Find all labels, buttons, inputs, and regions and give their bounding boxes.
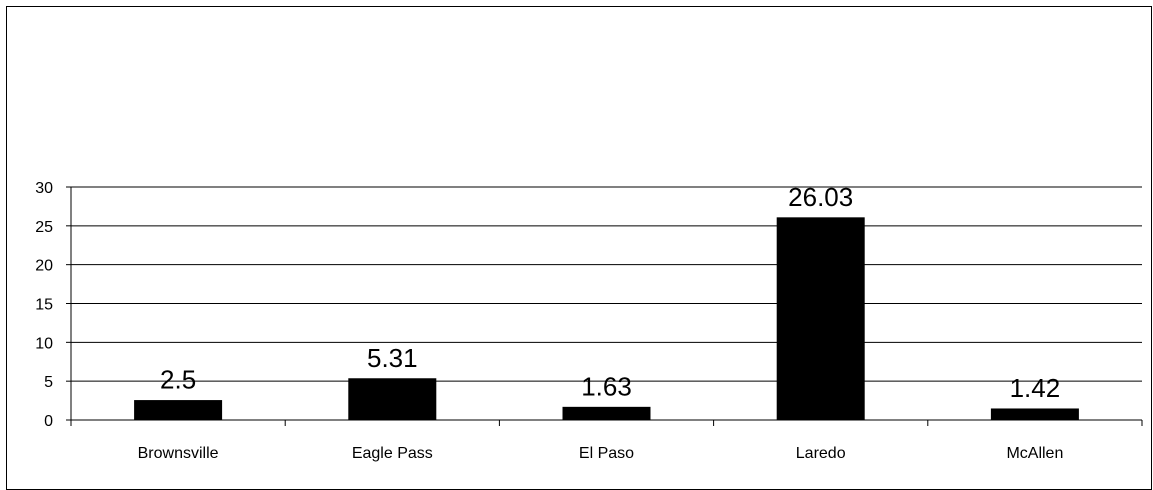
y-tick-label: 10 (35, 335, 53, 352)
y-tick-label: 20 (35, 258, 53, 275)
x-tick-label: Eagle Pass (352, 445, 433, 462)
data-label: 1.42 (1010, 373, 1061, 403)
y-tick-label: 30 (35, 180, 53, 197)
bar-laredo (776, 217, 865, 421)
gridlines (71, 186, 1142, 382)
y-tick-label: 15 (35, 297, 53, 314)
x-tick-label: Brownsville (138, 445, 219, 462)
data-label: 26.03 (788, 182, 853, 212)
x-axis-labels: Brownsville Eagle Pass El Paso Laredo McAlle… (138, 445, 1064, 462)
data-labels: 2.5 5.31 1.63 26.03 1.42 (160, 182, 1060, 403)
data-label: 1.63 (581, 371, 632, 401)
y-tick-label: 5 (44, 374, 53, 391)
x-tick-label: McAllen (1006, 445, 1063, 462)
y-tick-label: 25 (35, 219, 53, 236)
bar-el-paso (562, 406, 651, 421)
bar-brownsville (134, 400, 223, 421)
x-tick-label: El Paso (579, 445, 634, 462)
data-label: 2.5 (160, 365, 196, 395)
bar-eagle-pass (348, 378, 437, 421)
y-axis-ticks: 0 5 10 15 20 25 30 (35, 180, 71, 430)
x-tick-label: Laredo (796, 445, 846, 462)
data-label: 5.31 (367, 343, 418, 373)
axes (70, 187, 1143, 426)
bars (134, 217, 1079, 421)
bar-mcallen (990, 408, 1079, 421)
y-tick-label: 0 (44, 413, 53, 430)
